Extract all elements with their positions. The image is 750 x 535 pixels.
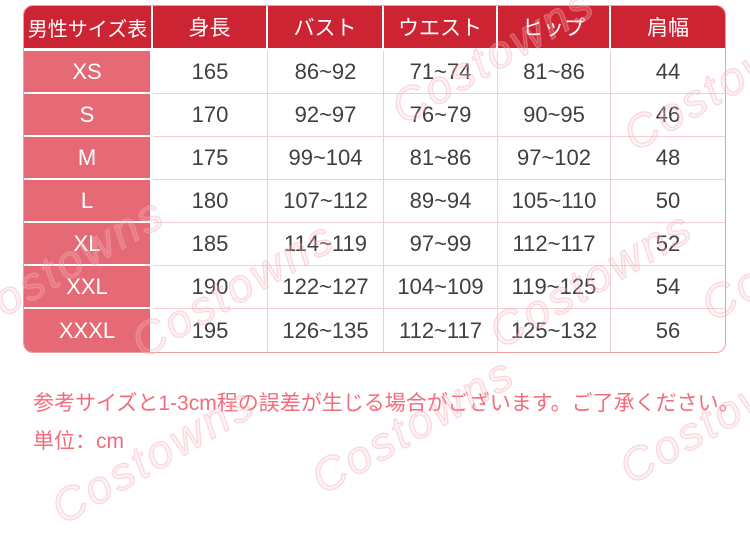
data-cell: 76~79 [384,94,498,137]
data-cell: 44 [611,51,725,94]
size-label: XXXL [24,309,153,352]
data-cell: 107~112 [268,180,384,223]
data-cell: 97~99 [384,223,498,266]
data-cell: 114~119 [268,223,384,266]
data-cell: 52 [611,223,725,266]
data-cell: 71~74 [384,51,498,94]
data-cell: 195 [153,309,268,352]
table-row: M 175 99~104 81~86 97~102 48 [24,137,725,180]
data-cell: 175 [153,137,268,180]
corner-header-cell: 男性サイズ表 [24,6,153,51]
data-cell: 126~135 [268,309,384,352]
data-cell: 99~104 [268,137,384,180]
data-cell: 190 [153,266,268,309]
col-header-height: 身長 [153,6,268,51]
data-cell: 48 [611,137,725,180]
notes-block: 参考サイズと1-3cm程の誤差が生じる場合がございます。ご了承ください。 単位：… [33,385,740,461]
data-cell: 112~117 [384,309,498,352]
data-cell: 112~117 [498,223,611,266]
data-cell: 56 [611,309,725,352]
data-cell: 97~102 [498,137,611,180]
size-chart-table-container: 男性サイズ表 身長 バスト ウエスト ヒップ 肩幅 XS 165 86~92 7… [23,5,726,353]
data-cell: 89~94 [384,180,498,223]
size-label: XXL [24,266,153,309]
data-cell: 46 [611,94,725,137]
data-cell: 54 [611,266,725,309]
data-cell: 185 [153,223,268,266]
col-header-bust: バスト [268,6,384,51]
data-cell: 86~92 [268,51,384,94]
size-label: XS [24,51,153,94]
data-cell: 90~95 [498,94,611,137]
size-label: M [24,137,153,180]
col-header-waist: ウエスト [384,6,498,51]
note-tolerance: 参考サイズと1-3cm程の誤差が生じる場合がございます。ご了承ください。 [33,392,740,415]
table-row: XXL 190 122~127 104~109 119~125 54 [24,266,725,309]
data-cell: 180 [153,180,268,223]
data-cell: 125~132 [498,309,611,352]
data-cell: 105~110 [498,180,611,223]
table-row: XXXL 195 126~135 112~117 125~132 56 [24,309,725,352]
data-cell: 50 [611,180,725,223]
size-chart-table: 男性サイズ表 身長 バスト ウエスト ヒップ 肩幅 XS 165 86~92 7… [24,6,725,352]
table-row: L 180 107~112 89~94 105~110 50 [24,180,725,223]
header-row: 男性サイズ表 身長 バスト ウエスト ヒップ 肩幅 [24,6,725,51]
table-row: XL 185 114~119 97~99 112~117 52 [24,223,725,266]
data-cell: 170 [153,94,268,137]
data-cell: 81~86 [384,137,498,180]
data-cell: 122~127 [268,266,384,309]
data-cell: 92~97 [268,94,384,137]
data-cell: 165 [153,51,268,94]
table-row: XS 165 86~92 71~74 81~86 44 [24,51,725,94]
table-row: S 170 92~97 76~79 90~95 46 [24,94,725,137]
col-header-hip: ヒップ [498,6,611,51]
data-cell: 104~109 [384,266,498,309]
size-label: L [24,180,153,223]
col-header-shoulder: 肩幅 [611,6,725,51]
note-unit: 単位：cm [33,430,124,453]
size-label: XL [24,223,153,266]
size-label: S [24,94,153,137]
data-cell: 119~125 [498,266,611,309]
data-cell: 81~86 [498,51,611,94]
